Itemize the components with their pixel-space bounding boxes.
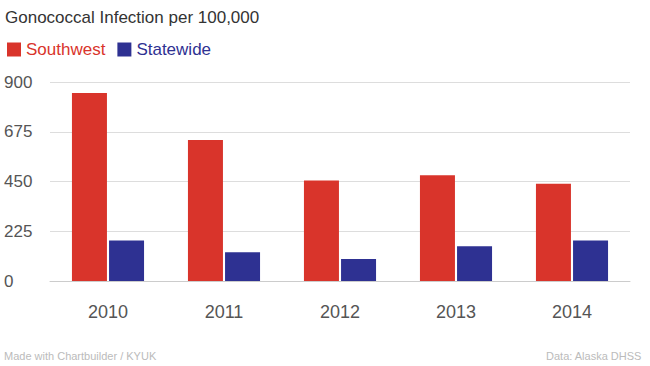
svg-text:Made with Chartbuilder / KYUK: Made with Chartbuilder / KYUK	[4, 350, 157, 362]
svg-text:225: 225	[4, 222, 32, 241]
svg-text:450: 450	[4, 172, 32, 191]
svg-text:2014: 2014	[552, 302, 592, 322]
svg-text:Southwest: Southwest	[26, 40, 106, 59]
svg-text:Gonococcal Infection per 100,0: Gonococcal Infection per 100,000	[5, 8, 259, 27]
svg-text:675: 675	[4, 122, 32, 141]
svg-text:Data: Alaska DHSS: Data: Alaska DHSS	[546, 350, 641, 362]
svg-text:2013: 2013	[436, 302, 476, 322]
svg-text:Statewide: Statewide	[136, 40, 211, 59]
svg-text:0: 0	[4, 272, 13, 291]
svg-text:2011: 2011	[205, 302, 244, 322]
svg-text:2010: 2010	[88, 302, 128, 322]
svg-text:900: 900	[4, 73, 32, 92]
svg-text:2012: 2012	[320, 302, 360, 322]
